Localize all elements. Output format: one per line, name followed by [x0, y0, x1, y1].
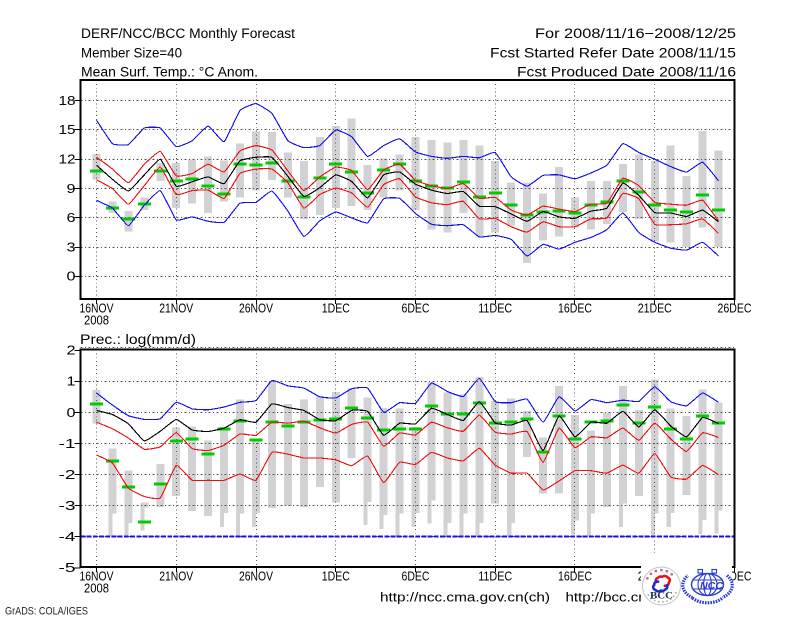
svg-text:1DEC: 1DEC — [322, 570, 350, 584]
svg-text:0: 0 — [67, 270, 76, 284]
svg-text:-3: -3 — [59, 499, 76, 513]
svg-text:21DEC: 21DEC — [638, 302, 672, 316]
svg-text:http://ncc.cma.gov.cn(ch): http://ncc.cma.gov.cn(ch) — [380, 591, 550, 605]
svg-text:-5: -5 — [59, 561, 76, 575]
svg-text:Member Size=40: Member Size=40 — [81, 46, 182, 61]
svg-text:6: 6 — [67, 211, 76, 225]
svg-text:For 2008/11/16−2008/12/25: For 2008/11/16−2008/12/25 — [535, 26, 736, 41]
svg-text:DERF/NCC/BCC Monthly Forecast: DERF/NCC/BCC Monthly Forecast — [81, 26, 295, 41]
svg-text:16DEC: 16DEC — [558, 570, 592, 584]
svg-text:Fcst Started Refer Date 2008/1: Fcst Started Refer Date 2008/11/15 — [490, 46, 736, 61]
svg-text:21NOV: 21NOV — [159, 570, 194, 584]
svg-text:26DEC: 26DEC — [718, 302, 752, 316]
svg-text:2008: 2008 — [84, 582, 109, 596]
svg-text:-4: -4 — [59, 530, 76, 544]
svg-text:GrADS: COLA/IGES: GrADS: COLA/IGES — [5, 606, 88, 618]
svg-text:Prec.: log(mm/d): Prec.: log(mm/d) — [80, 332, 196, 347]
svg-text:-1: -1 — [59, 437, 76, 451]
svg-text:-2: -2 — [59, 468, 76, 482]
svg-text:2008: 2008 — [84, 314, 109, 328]
svg-text:1DEC: 1DEC — [322, 302, 350, 316]
svg-text:18: 18 — [59, 94, 76, 108]
svg-text:11DEC: 11DEC — [478, 570, 512, 584]
svg-text:6DEC: 6DEC — [402, 570, 430, 584]
svg-text:15: 15 — [59, 123, 76, 137]
svg-text:26NOV: 26NOV — [239, 570, 274, 584]
svg-text:26NOV: 26NOV — [239, 302, 274, 316]
svg-text:NCC: NCC — [700, 580, 723, 592]
svg-text:16NOV: 16NOV — [80, 570, 115, 584]
svg-text:11DEC: 11DEC — [478, 302, 512, 316]
svg-text:16NOV: 16NOV — [80, 302, 115, 316]
svg-text:1: 1 — [67, 375, 76, 389]
svg-text:3: 3 — [67, 240, 76, 254]
svg-text:21NOV: 21NOV — [159, 302, 194, 316]
svg-text:Fcst Produced Date 2008/11/16: Fcst Produced Date 2008/11/16 — [517, 65, 736, 80]
svg-text:2: 2 — [67, 344, 76, 358]
svg-text:9: 9 — [67, 182, 76, 196]
svg-text:0: 0 — [67, 406, 76, 420]
svg-text:BCC: BCC — [650, 591, 673, 601]
svg-text:12: 12 — [59, 153, 76, 167]
svg-text:16DEC: 16DEC — [558, 302, 592, 316]
svg-text:Mean Surf. Temp.: °C Anom.: Mean Surf. Temp.: °C Anom. — [81, 65, 258, 80]
svg-text:6DEC: 6DEC — [402, 302, 430, 316]
